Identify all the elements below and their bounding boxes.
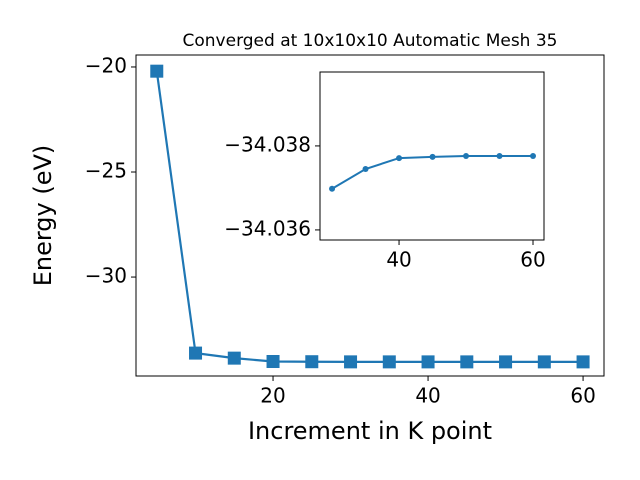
marker (227, 351, 241, 365)
y-tick-label: −20 (85, 53, 127, 77)
marker (421, 355, 435, 369)
marker (496, 153, 503, 159)
x-tick-label: 60 (520, 248, 545, 272)
axes-frame (319, 71, 545, 241)
marker (329, 185, 336, 192)
x-tick-label: 40 (386, 248, 411, 272)
y-tick-label: −30 (85, 264, 127, 288)
marker (344, 355, 358, 369)
y-tick-label: −34.036 (224, 216, 311, 240)
x-tick-label: 40 (415, 384, 440, 408)
marker (460, 355, 474, 369)
marker (499, 355, 513, 369)
marker (429, 153, 436, 160)
marker (266, 355, 280, 369)
marker (362, 166, 369, 173)
marker (150, 64, 164, 78)
axes-frame (135, 54, 605, 377)
marker (382, 355, 396, 369)
x-axis-label: Increment in K point (248, 417, 492, 445)
marker (576, 355, 590, 369)
x-tick-label: 20 (260, 384, 285, 408)
chart-title: Converged at 10x10x10 Automatic Mesh 35 (183, 31, 558, 51)
y-tick-label: −34.038 (224, 132, 311, 156)
x-tick-label: 60 (570, 384, 595, 408)
marker (463, 153, 470, 159)
y-tick-label: −25 (85, 159, 127, 183)
marker (189, 346, 203, 360)
marker (530, 153, 537, 159)
marker (305, 355, 319, 369)
y-axis-label: Energy (eV) (29, 145, 57, 287)
marker (396, 155, 403, 162)
marker (537, 355, 551, 369)
